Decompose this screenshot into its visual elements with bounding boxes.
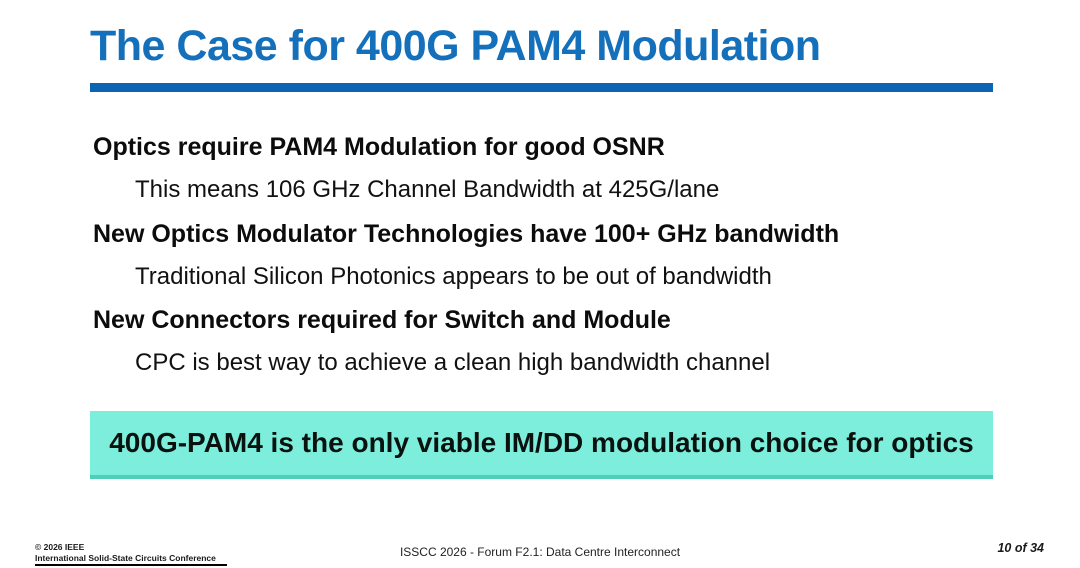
highlight-callout-box: 400G-PAM4 is the only viable IM/DD modul… xyxy=(90,411,993,479)
footer-underline-rule xyxy=(35,564,227,566)
footer-conference-label: ISSCC 2026 - Forum F2.1: Data Centre Int… xyxy=(399,545,681,559)
highlight-callout-text: 400G-PAM4 is the only viable IM/DD modul… xyxy=(109,427,974,458)
title-underline-rule xyxy=(90,83,993,92)
bullet-heading-new-connectors: New Connectors required for Switch and M… xyxy=(93,306,671,334)
bullet-sub-silicon-photonics: Traditional Silicon Photonics appears to… xyxy=(135,263,772,290)
footer-copyright-line2: International Solid-State Circuits Confe… xyxy=(35,552,216,563)
bullet-heading-optics-osnr: Optics require PAM4 Modulation for good … xyxy=(93,133,665,161)
slide-title: The Case for 400G PAM4 Modulation xyxy=(90,22,821,70)
footer-copyright: © 2026 IEEE International Solid-State Ci… xyxy=(35,542,216,563)
bullet-sub-channel-bandwidth: This means 106 GHz Channel Bandwidth at … xyxy=(135,176,720,203)
bullet-heading-modulator-tech: New Optics Modulator Technologies have 1… xyxy=(93,220,840,248)
footer-copyright-line1: © 2026 IEEE xyxy=(35,542,85,552)
bullet-sub-cpc-channel: CPC is best way to achieve a clean high … xyxy=(135,349,771,376)
footer-page-number: 10 of 34 xyxy=(997,541,1044,555)
